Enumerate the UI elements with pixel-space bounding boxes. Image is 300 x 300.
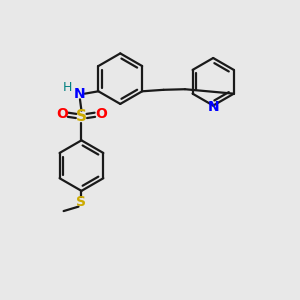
Text: S: S xyxy=(76,195,86,209)
Text: N: N xyxy=(74,87,86,101)
Text: H: H xyxy=(63,81,72,94)
Text: N: N xyxy=(207,100,219,114)
Text: S: S xyxy=(76,109,87,124)
Text: O: O xyxy=(56,107,68,121)
Text: O: O xyxy=(95,107,107,121)
